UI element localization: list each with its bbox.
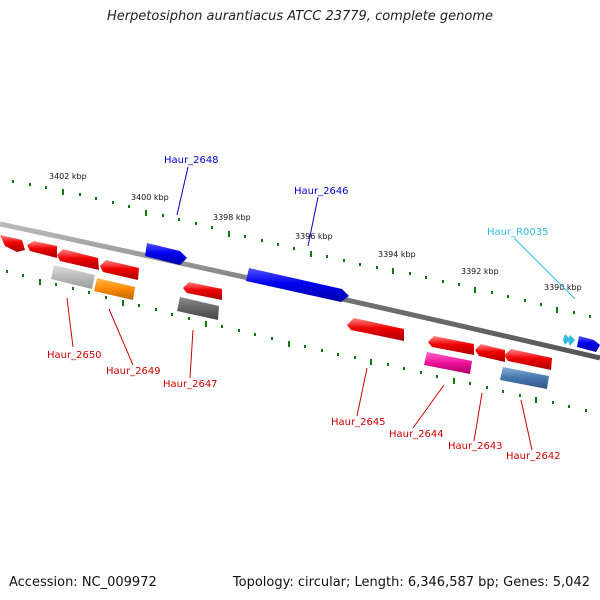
gene-red-5[interactable] [428, 336, 474, 355]
ruler-label-3402: 3402 kbp [49, 172, 87, 181]
label-haur-2650[interactable]: Haur_2650 [47, 350, 102, 361]
accession-text: Accession: NC_009972 [9, 575, 157, 590]
gene-haur-2647[interactable] [177, 297, 219, 320]
gene-red-6[interactable] [475, 344, 505, 362]
gene-haur-2649[interactable] [94, 278, 135, 300]
label-haur-2649[interactable]: Haur_2649 [106, 366, 161, 377]
label-haur-2645[interactable]: Haur_2645 [331, 417, 386, 428]
gene-haur-r0035-b[interactable] [568, 335, 575, 346]
ruler-label-3394: 3394 kbp [378, 250, 416, 259]
gene-labels: Haur_2648 Haur_2646 Haur_R0035 Haur_2650… [47, 155, 561, 462]
genome-title: Herpetosiphon aurantiacus ATCC 23779, co… [106, 9, 494, 24]
upper-ruler-ticks [12, 180, 591, 318]
gene-left-edge-red[interactable] [0, 235, 25, 252]
gene-haur-2646[interactable] [246, 268, 349, 302]
label-haur-2643[interactable]: Haur_2643 [448, 441, 503, 452]
label-haur-2646[interactable]: Haur_2646 [294, 186, 349, 197]
gene-haur-2642[interactable] [500, 367, 549, 389]
gene-red-2[interactable] [57, 249, 99, 270]
ruler-label-3400: 3400 kbp [131, 193, 169, 202]
gene-haur-2642-red[interactable] [504, 349, 552, 370]
gene-haur-r0035[interactable] [563, 334, 570, 345]
gene-haur-2650[interactable] [51, 265, 95, 289]
label-haur-2642[interactable]: Haur_2642 [506, 451, 561, 462]
label-haur-2644[interactable]: Haur_2644 [389, 429, 444, 440]
label-haur-2647[interactable]: Haur_2647 [163, 379, 218, 390]
gene-haur-2644[interactable] [424, 352, 472, 374]
gene-red-3[interactable] [100, 260, 139, 280]
gene-red-1[interactable] [27, 241, 57, 258]
gene-haur-2645[interactable] [347, 318, 404, 341]
gene-red-4[interactable] [183, 282, 222, 300]
topology-text: Topology: circular; Length: 6,346,587 bp… [232, 575, 590, 590]
gene-right-edge-blue[interactable] [577, 336, 600, 352]
ruler-label-3398: 3398 kbp [213, 213, 251, 222]
lower-ruler-ticks [6, 270, 587, 412]
gene-haur-2648[interactable] [145, 243, 187, 265]
label-haur-2648[interactable]: Haur_2648 [164, 155, 219, 166]
ruler-label-3396: 3396 kbp [295, 232, 333, 241]
label-leader-lines [66, 166, 576, 451]
label-haur-r0035[interactable]: Haur_R0035 [487, 227, 549, 238]
ruler-label-3392: 3392 kbp [461, 267, 499, 276]
